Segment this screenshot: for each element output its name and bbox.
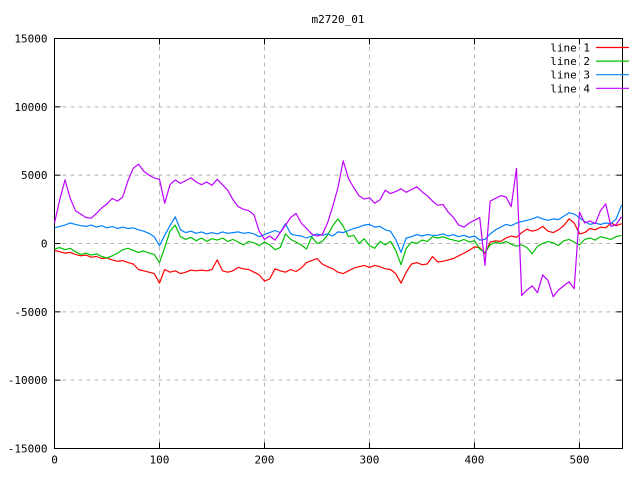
series-line-3: [54, 204, 623, 253]
x-axis-tick-label: 0: [51, 454, 58, 467]
x-axis-tick-label: 200: [255, 454, 275, 467]
y-axis-tick-label: 15000: [14, 33, 47, 46]
y-axis-tick-label: -5000: [14, 306, 47, 319]
y-axis-tick-label: 0: [41, 238, 48, 251]
y-axis-tick-label: -10000: [8, 374, 48, 387]
x-axis-tick-label: 400: [465, 454, 485, 467]
legend-label: line 2: [550, 55, 590, 68]
y-axis-tick-label: -15000: [8, 443, 48, 456]
x-axis-tick-label: 300: [360, 454, 380, 467]
series-line-4: [53, 160, 622, 298]
series-line-2: [54, 218, 622, 266]
y-axis-tick-label: 10000: [14, 101, 47, 114]
series-line-1: [54, 218, 622, 284]
legend-label: line 3: [550, 69, 590, 82]
chart-title: m2720_01: [311, 13, 365, 26]
legend-label: line 1: [550, 42, 590, 55]
x-axis-tick-label: 500: [570, 454, 590, 467]
legend-label: line 4: [550, 82, 590, 95]
x-axis-tick-label: 100: [150, 454, 170, 467]
y-axis-tick-label: 5000: [21, 169, 48, 182]
